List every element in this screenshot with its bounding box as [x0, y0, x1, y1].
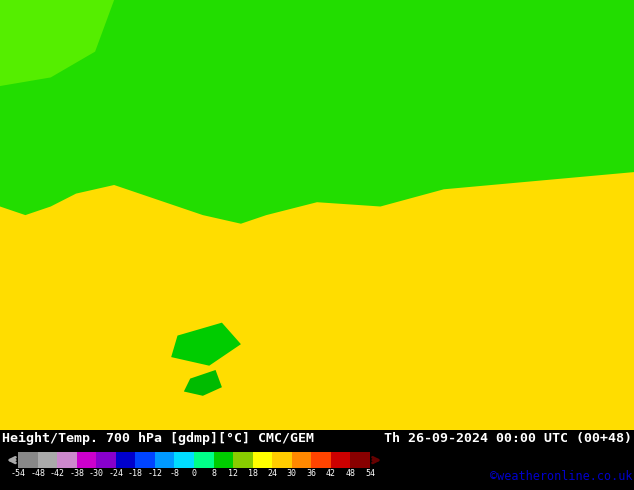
Text: Th 26-09-2024 00:00 UTC (00+48): Th 26-09-2024 00:00 UTC (00+48) [384, 432, 632, 445]
Polygon shape [0, 0, 634, 224]
Bar [351, 452, 370, 468]
Bar [155, 452, 174, 468]
Bar [311, 452, 331, 468]
Bar [292, 452, 311, 468]
Text: 0: 0 [191, 469, 197, 478]
Text: 12: 12 [228, 469, 238, 478]
Bar [174, 452, 194, 468]
Text: -42: -42 [49, 469, 65, 478]
Polygon shape [171, 323, 241, 366]
Bar [77, 452, 96, 468]
Text: -30: -30 [89, 469, 104, 478]
Bar [253, 452, 272, 468]
Polygon shape [0, 0, 114, 86]
Bar [37, 452, 57, 468]
Text: -18: -18 [128, 469, 143, 478]
Bar [18, 452, 37, 468]
Text: -48: -48 [30, 469, 45, 478]
Bar [57, 452, 77, 468]
Text: 54: 54 [365, 469, 375, 478]
Polygon shape [184, 370, 222, 396]
Text: 24: 24 [267, 469, 277, 478]
Text: -38: -38 [69, 469, 84, 478]
Bar [272, 452, 292, 468]
Text: 48: 48 [346, 469, 356, 478]
Text: 42: 42 [326, 469, 336, 478]
Text: ©weatheronline.co.uk: ©weatheronline.co.uk [489, 470, 632, 483]
Text: 36: 36 [306, 469, 316, 478]
Text: 30: 30 [287, 469, 297, 478]
Text: -24: -24 [108, 469, 123, 478]
Text: 18: 18 [248, 469, 257, 478]
Bar [135, 452, 155, 468]
Bar [233, 452, 253, 468]
Text: Height/Temp. 700 hPa [gdmp][°C] CMC/GEM: Height/Temp. 700 hPa [gdmp][°C] CMC/GEM [2, 432, 314, 445]
Bar [116, 452, 135, 468]
Bar [96, 452, 116, 468]
Text: -8: -8 [169, 469, 179, 478]
Bar [331, 452, 351, 468]
Text: -54: -54 [11, 469, 25, 478]
Text: -12: -12 [147, 469, 162, 478]
Bar [214, 452, 233, 468]
Bar [194, 452, 214, 468]
Text: 8: 8 [211, 469, 216, 478]
